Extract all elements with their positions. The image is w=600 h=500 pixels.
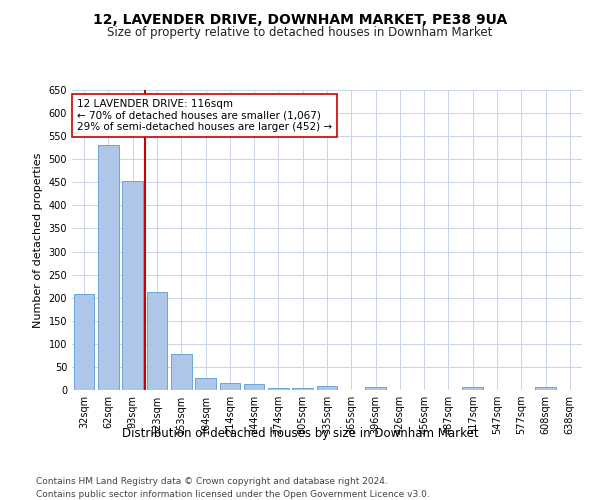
Bar xyxy=(317,386,337,390)
Text: Size of property relative to detached houses in Downham Market: Size of property relative to detached ho… xyxy=(107,26,493,39)
Bar xyxy=(171,354,191,390)
Bar xyxy=(146,292,167,390)
Y-axis label: Number of detached properties: Number of detached properties xyxy=(33,152,43,328)
Bar xyxy=(535,387,556,390)
Text: Distribution of detached houses by size in Downham Market: Distribution of detached houses by size … xyxy=(122,428,478,440)
Bar xyxy=(98,146,119,390)
Text: Contains HM Land Registry data © Crown copyright and database right 2024.: Contains HM Land Registry data © Crown c… xyxy=(36,478,388,486)
Bar xyxy=(365,387,386,390)
Bar xyxy=(122,182,143,390)
Bar xyxy=(463,387,483,390)
Bar xyxy=(220,383,240,390)
Text: 12, LAVENDER DRIVE, DOWNHAM MARKET, PE38 9UA: 12, LAVENDER DRIVE, DOWNHAM MARKET, PE38… xyxy=(93,12,507,26)
Text: 12 LAVENDER DRIVE: 116sqm
← 70% of detached houses are smaller (1,067)
29% of se: 12 LAVENDER DRIVE: 116sqm ← 70% of detac… xyxy=(77,99,332,132)
Text: Contains public sector information licensed under the Open Government Licence v3: Contains public sector information licen… xyxy=(36,490,430,499)
Bar xyxy=(244,384,265,390)
Bar xyxy=(195,378,216,390)
Bar xyxy=(268,388,289,390)
Bar xyxy=(74,294,94,390)
Bar xyxy=(292,388,313,390)
